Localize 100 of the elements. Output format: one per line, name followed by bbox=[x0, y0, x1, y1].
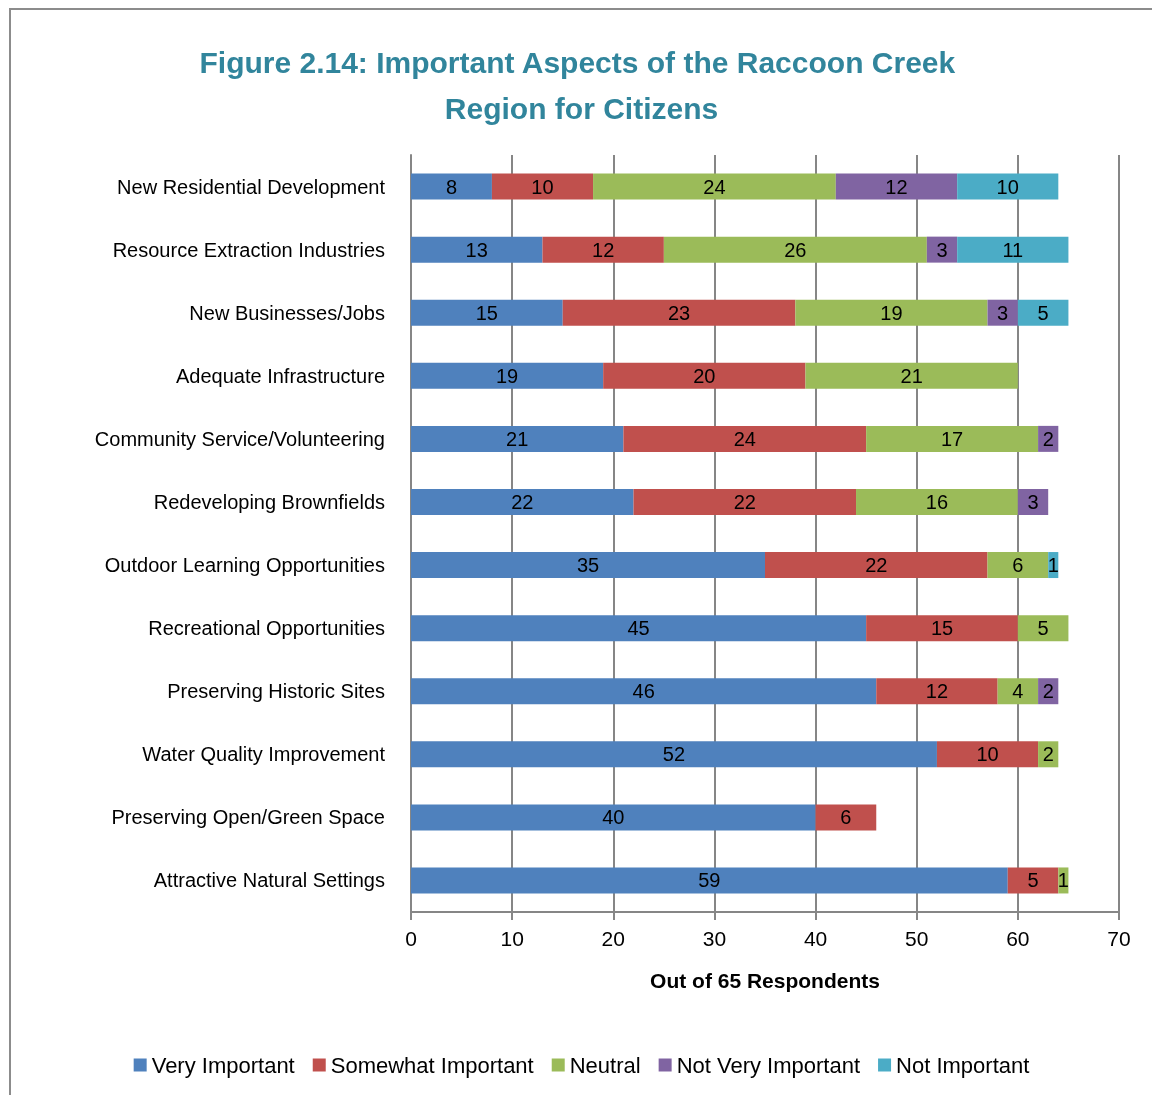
bar bbox=[936, 741, 1039, 768]
bar bbox=[765, 552, 988, 579]
bar bbox=[411, 615, 867, 642]
bar bbox=[815, 804, 877, 831]
chart-title: Figure 2.14: Important Aspects of the Raccoon Creek Region for Citizens bbox=[199, 45, 964, 125]
data-label: 22 bbox=[733, 490, 756, 513]
bar bbox=[411, 236, 543, 263]
x-tick-label: 50 bbox=[905, 927, 929, 950]
data-label: 5 bbox=[1037, 301, 1049, 324]
data-label: 24 bbox=[703, 175, 726, 198]
x-tick-label: 20 bbox=[601, 927, 625, 950]
data-label: 21 bbox=[900, 364, 923, 387]
y-tick-label: Outdoor Learning Opportunities bbox=[104, 554, 385, 577]
bar bbox=[663, 236, 927, 263]
y-tick-label: Resource Extraction Industries bbox=[112, 238, 385, 261]
data-label: 15 bbox=[930, 617, 954, 640]
bar bbox=[411, 678, 877, 705]
legend-label: Very Important bbox=[151, 1052, 295, 1078]
x-tick-label: 0 bbox=[405, 927, 417, 950]
legend-label: Not Very Important bbox=[676, 1052, 861, 1078]
bar bbox=[856, 488, 1018, 515]
y-tick-label: Attractive Natural Settings bbox=[153, 869, 385, 892]
x-axis-title: Out of 65 Respondents bbox=[650, 969, 880, 992]
bar bbox=[866, 425, 1039, 452]
bar bbox=[411, 425, 624, 452]
bar bbox=[957, 236, 1069, 263]
bar bbox=[987, 552, 1049, 579]
data-label: 10 bbox=[531, 175, 554, 198]
data-label: 2 bbox=[1042, 680, 1054, 703]
bar bbox=[957, 173, 1059, 200]
data-label: 21 bbox=[506, 427, 529, 450]
bar bbox=[411, 299, 563, 326]
data-label: 52 bbox=[662, 743, 686, 766]
data-label: 40 bbox=[602, 806, 625, 829]
bar bbox=[805, 362, 1018, 389]
data-label: 3 bbox=[997, 301, 1009, 324]
x-tick-label: 10 bbox=[500, 927, 524, 950]
bar bbox=[795, 299, 988, 326]
bar bbox=[411, 173, 492, 200]
x-tick-label: 30 bbox=[702, 927, 727, 950]
data-label: 6 bbox=[1012, 554, 1024, 577]
data-label: 19 bbox=[880, 301, 903, 324]
bar bbox=[593, 173, 836, 200]
data-label: 22 bbox=[865, 554, 888, 577]
data-label: 20 bbox=[693, 364, 716, 387]
legend-label: Somewhat Important bbox=[330, 1052, 534, 1078]
data-label: 12 bbox=[885, 175, 908, 198]
x-tick-label: 70 bbox=[1107, 927, 1131, 950]
data-label: 15 bbox=[475, 301, 498, 324]
data-label: 4 bbox=[1012, 680, 1024, 703]
bar bbox=[411, 488, 634, 515]
data-label: 16 bbox=[925, 490, 949, 513]
data-label: 10 bbox=[996, 175, 1019, 198]
bar bbox=[411, 552, 765, 579]
data-label: 12 bbox=[925, 680, 949, 703]
data-label: 17 bbox=[940, 427, 964, 450]
data-label: 35 bbox=[576, 554, 600, 577]
y-tick-label: New Businesses/Jobs bbox=[189, 301, 385, 324]
data-label: 3 bbox=[936, 238, 948, 261]
data-label: 5 bbox=[1027, 869, 1039, 892]
y-tick-label: Adequate Infrastructure bbox=[175, 364, 385, 387]
bar bbox=[1007, 867, 1059, 894]
bar bbox=[411, 362, 604, 389]
bar bbox=[562, 299, 796, 326]
bar bbox=[411, 741, 937, 768]
x-tick-label: 60 bbox=[1006, 927, 1030, 950]
data-label: 45 bbox=[627, 617, 650, 640]
bar bbox=[623, 425, 867, 452]
y-tick-label: New Residential Development bbox=[117, 175, 386, 198]
data-label: 24 bbox=[733, 427, 756, 450]
bar bbox=[997, 678, 1039, 705]
data-label: 6 bbox=[840, 806, 852, 829]
bar bbox=[876, 678, 998, 705]
y-tick-label: Preserving Open/Green Space bbox=[111, 806, 385, 829]
data-label: 8 bbox=[445, 175, 458, 198]
legend-label: Neutral bbox=[569, 1052, 641, 1078]
bar bbox=[411, 804, 816, 831]
bar bbox=[1017, 299, 1069, 326]
data-label: 3 bbox=[1027, 490, 1039, 513]
bar bbox=[542, 236, 664, 263]
data-label: 11 bbox=[1002, 238, 1024, 261]
legend-label: Not Important bbox=[896, 1052, 1030, 1078]
y-tick-label: Recreational Opportunities bbox=[148, 617, 385, 640]
bar bbox=[411, 867, 1008, 894]
data-label: 22 bbox=[511, 490, 534, 513]
y-tick-label: Community Service/Volunteering bbox=[94, 427, 385, 450]
data-label: 19 bbox=[495, 364, 519, 387]
data-label: 2 bbox=[1042, 743, 1054, 766]
data-label: 26 bbox=[784, 238, 807, 261]
data-label: 12 bbox=[592, 238, 615, 261]
data-label: 1 bbox=[1047, 554, 1059, 577]
bar bbox=[835, 173, 958, 200]
y-tick-label: Preserving Historic Sites bbox=[167, 680, 385, 703]
data-label: 23 bbox=[667, 301, 691, 324]
data-label: 46 bbox=[632, 680, 655, 703]
bar bbox=[491, 173, 594, 200]
y-tick-label: Redeveloping Brownfields bbox=[153, 490, 385, 513]
data-label: 13 bbox=[465, 238, 488, 261]
y-tick-label: Water Quality Improvement bbox=[142, 743, 386, 766]
data-label: 1 bbox=[1057, 869, 1069, 892]
